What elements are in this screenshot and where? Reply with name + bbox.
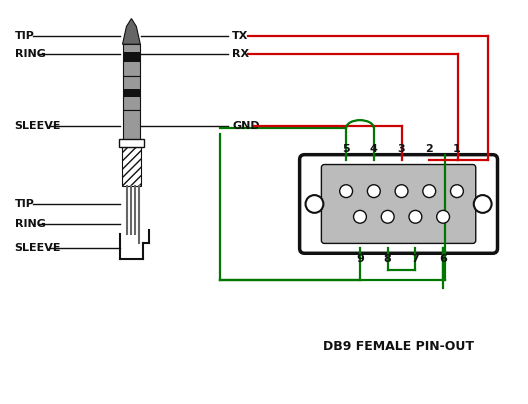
Bar [122,110,140,141]
Bar [122,76,140,110]
Bar [122,44,140,76]
Text: SLEEVE: SLEEVE [15,121,61,131]
Text: TX: TX [232,32,249,41]
Circle shape [367,185,380,198]
Bar [121,147,142,186]
Circle shape [450,185,464,198]
Bar [122,52,140,62]
Text: 8: 8 [384,254,392,264]
Circle shape [306,195,323,213]
FancyBboxPatch shape [322,164,476,244]
Text: 9: 9 [356,254,364,264]
Text: 5: 5 [342,144,350,154]
Circle shape [340,185,353,198]
Text: 1: 1 [453,144,461,154]
Polygon shape [122,19,140,44]
Circle shape [354,210,366,223]
FancyBboxPatch shape [299,155,497,253]
Text: TIP: TIP [15,32,34,41]
Text: 3: 3 [398,144,406,154]
Text: TIP: TIP [15,199,34,209]
Circle shape [381,210,394,223]
Text: 2: 2 [426,144,433,154]
Text: RING: RING [15,219,45,229]
Bar [122,88,140,97]
Bar [119,139,144,147]
Circle shape [437,210,449,223]
Text: 7: 7 [411,254,419,264]
Circle shape [395,185,408,198]
Circle shape [474,195,492,213]
Text: GND: GND [232,121,260,131]
Text: RING: RING [15,49,45,59]
Text: SLEEVE: SLEEVE [15,243,61,253]
Circle shape [423,185,436,198]
Circle shape [409,210,422,223]
Text: DB9 FEMALE PIN-OUT: DB9 FEMALE PIN-OUT [323,341,474,354]
Text: 6: 6 [439,254,447,264]
Text: RX: RX [232,49,249,59]
Text: 4: 4 [370,144,378,154]
